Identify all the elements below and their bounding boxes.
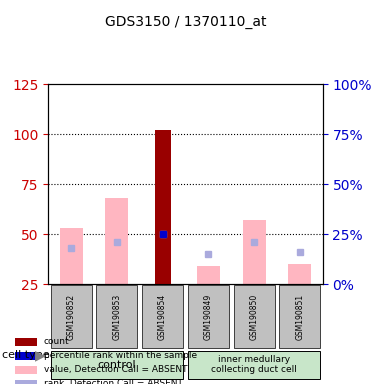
Bar <box>105 198 128 284</box>
FancyBboxPatch shape <box>96 285 137 348</box>
FancyBboxPatch shape <box>188 351 321 379</box>
Bar <box>15 366 36 374</box>
FancyBboxPatch shape <box>188 285 229 348</box>
FancyBboxPatch shape <box>50 351 183 379</box>
Text: GSM190851: GSM190851 <box>295 294 304 340</box>
Text: GSM190853: GSM190853 <box>112 294 121 340</box>
Bar <box>289 264 311 284</box>
Bar <box>197 266 220 284</box>
Text: GSM190852: GSM190852 <box>67 294 76 340</box>
Bar <box>15 352 36 359</box>
Text: GSM190849: GSM190849 <box>204 294 213 340</box>
Text: ▶: ▶ <box>35 348 46 362</box>
Text: GDS3150 / 1370110_at: GDS3150 / 1370110_at <box>105 15 266 29</box>
FancyBboxPatch shape <box>279 285 321 348</box>
Bar <box>243 220 266 284</box>
FancyBboxPatch shape <box>50 285 92 348</box>
Text: GSM190850: GSM190850 <box>250 294 259 340</box>
Bar <box>155 131 171 284</box>
Text: count: count <box>44 337 69 346</box>
Text: cell type: cell type <box>2 350 49 360</box>
Bar <box>15 379 36 384</box>
Text: percentile rank within the sample: percentile rank within the sample <box>44 351 197 360</box>
Bar <box>15 338 36 346</box>
Text: control: control <box>98 360 136 370</box>
Text: rank, Detection Call = ABSENT: rank, Detection Call = ABSENT <box>44 379 183 384</box>
FancyBboxPatch shape <box>234 285 275 348</box>
Bar <box>60 228 82 284</box>
Text: inner medullary
collecting duct cell: inner medullary collecting duct cell <box>211 355 297 374</box>
Text: GSM190854: GSM190854 <box>158 294 167 340</box>
Text: value, Detection Call = ABSENT: value, Detection Call = ABSENT <box>44 365 187 374</box>
FancyBboxPatch shape <box>142 285 183 348</box>
